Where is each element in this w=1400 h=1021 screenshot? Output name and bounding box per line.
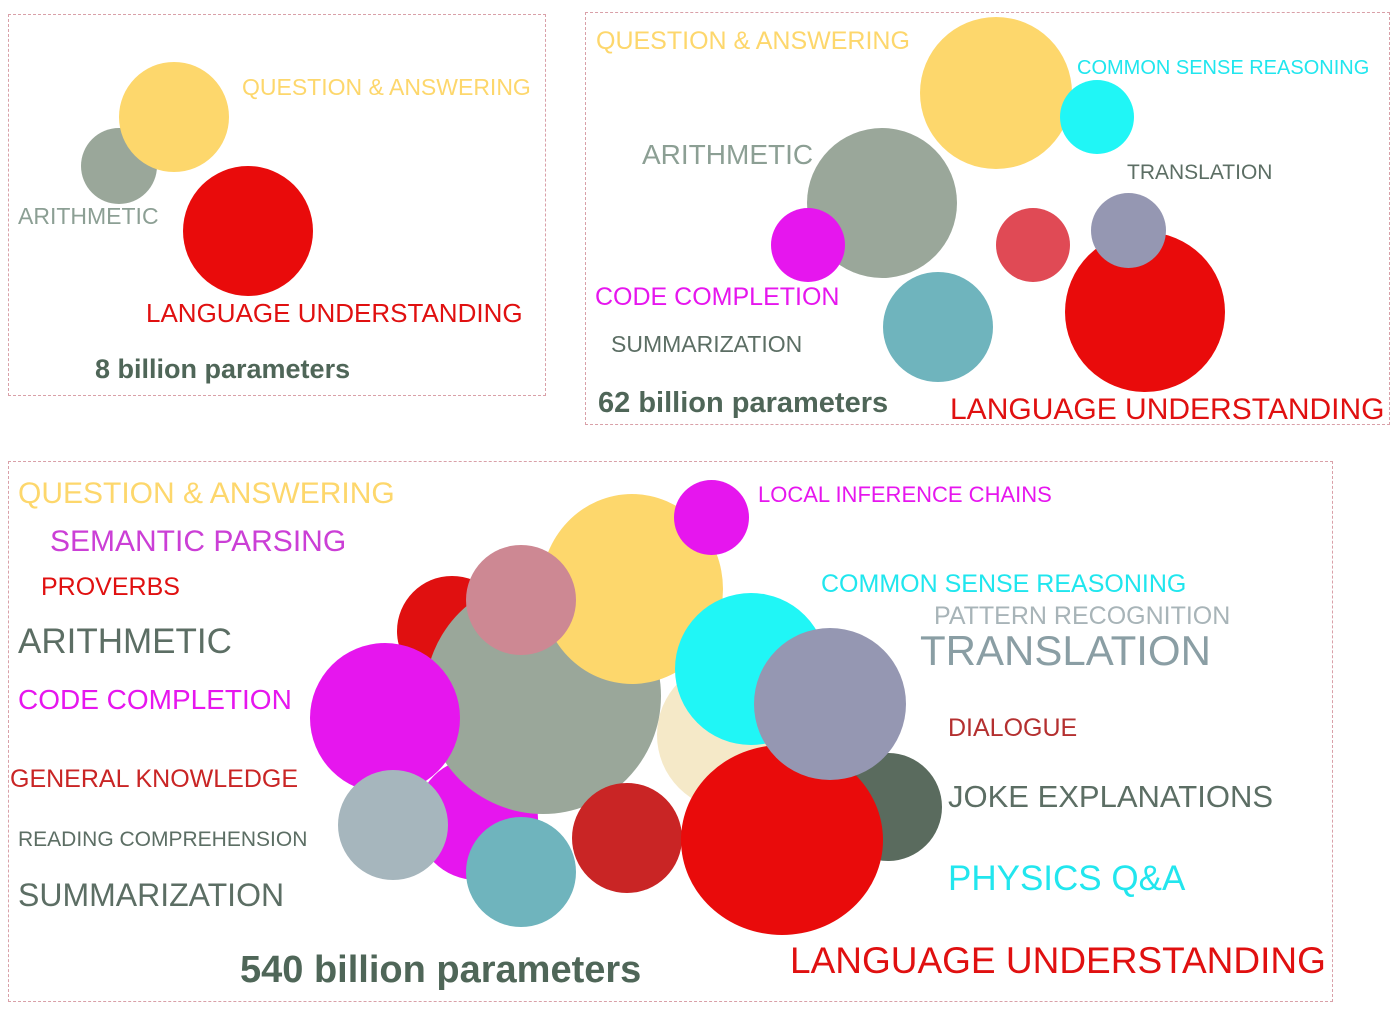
label-local-inference-540b: LOCAL INFERENCE CHAINS: [758, 482, 1052, 507]
bubble-translation-62b: [1091, 193, 1166, 268]
bubble-local-inference-540b: [674, 480, 749, 555]
bubble-question-answering-8b: [119, 62, 229, 172]
label-question-answering-62b: QUESTION & ANSWERING: [596, 27, 910, 55]
bubble-translation-540b: [754, 628, 906, 780]
label-language-understanding-62b: LANGUAGE UNDERSTANDING: [950, 393, 1385, 426]
bubble-reading-comprehension-540b: [338, 770, 448, 880]
label-semantic-parsing-540b: SEMANTIC PARSING: [50, 525, 347, 558]
panel-8b: [8, 14, 546, 396]
label-dialogue-540b: DIALOGUE: [948, 714, 1078, 742]
bubble-pink-540b: [466, 545, 576, 655]
panel-62b: [585, 12, 1390, 425]
label-question-answering-8b: QUESTION & ANSWERING: [242, 74, 531, 100]
label-question-answering-540b: QUESTION & ANSWERING: [18, 477, 395, 510]
label-joke-explanations-540b: JOKE EXPLANATIONS: [948, 779, 1274, 814]
label-summarization-62b: SUMMARIZATION: [611, 331, 803, 357]
caption-540b: 540 billion parameters: [240, 949, 642, 991]
label-arithmetic-540b: ARITHMETIC: [18, 622, 232, 661]
bubble-small-red-62b: [996, 208, 1070, 282]
label-language-understanding-540b: LANGUAGE UNDERSTANDING: [790, 940, 1326, 981]
bubble-common-sense-62b: [1060, 80, 1134, 154]
bubble-summarization-62b: [883, 272, 993, 382]
label-general-knowledge-540b: GENERAL KNOWLEDGE: [10, 765, 299, 793]
label-language-understanding-8b: LANGUAGE UNDERSTANDING: [146, 298, 523, 328]
label-translation-62b: TRANSLATION: [1127, 161, 1273, 184]
label-proverbs-540b: PROVERBS: [41, 573, 180, 601]
caption-62b: 62 billion parameters: [598, 387, 889, 419]
bubble-summarization-540b: [466, 817, 576, 927]
label-summarization-540b: SUMMARIZATION: [18, 877, 285, 913]
label-common-sense-540b: COMMON SENSE REASONING: [821, 570, 1187, 598]
label-physics-qa-540b: PHYSICS Q&A: [948, 859, 1186, 898]
bubble-general-knowledge-540b: [572, 783, 682, 893]
label-arithmetic-8b: ARITHMETIC: [18, 203, 159, 229]
label-code-completion-62b: CODE COMPLETION: [595, 283, 840, 311]
bubble-code-completion-62b: [771, 208, 845, 282]
label-common-sense-62b: COMMON SENSE REASONING: [1077, 57, 1370, 79]
bubble-language-understanding-8b: [183, 166, 313, 296]
label-arithmetic-62b: ARITHMETIC: [642, 139, 814, 170]
panel-540b: [8, 461, 1333, 1002]
caption-8b: 8 billion parameters: [95, 354, 351, 384]
label-pattern-recognition-540b: PATTERN RECOGNITION: [934, 602, 1231, 630]
label-translation-540b: TRANSLATION: [920, 627, 1211, 674]
bubble-semantic-parsing-540b: [310, 643, 460, 793]
bubble-question-answering-62b: [920, 17, 1072, 169]
label-reading-comprehension-540b: READING COMPREHENSION: [18, 828, 308, 851]
label-code-completion-540b: CODE COMPLETION: [18, 684, 292, 715]
